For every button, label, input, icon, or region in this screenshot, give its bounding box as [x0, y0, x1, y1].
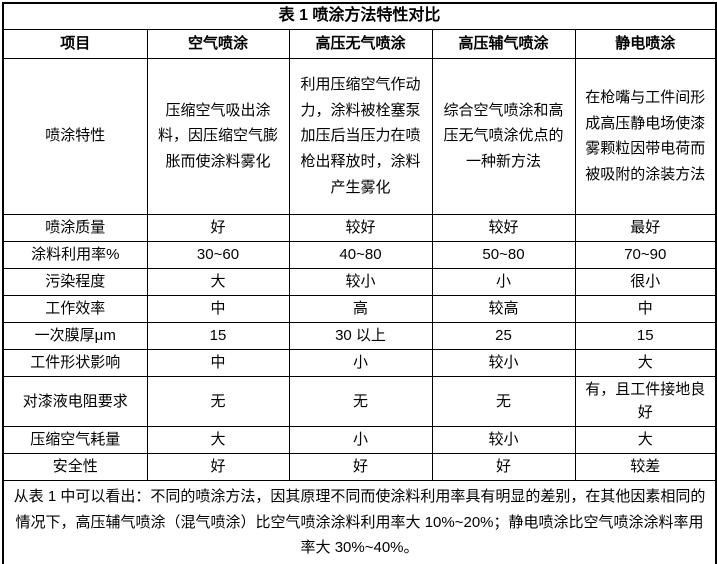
table-cell: 40~80	[288, 240, 433, 269]
table-cell: 在枪嘴与工件间形成高压静电场使漆雾颗粒因带电荷而被吸附的涂装方法	[574, 57, 717, 215]
table-cell: 好	[288, 452, 433, 481]
table-cell: 中	[146, 348, 290, 377]
table-row: 工作效率中高较高中	[2, 294, 717, 323]
table-cell: 大	[146, 425, 290, 454]
table-cell: 综合空气喷涂和高压无气喷涂优点的一种新方法	[431, 57, 576, 215]
row-label: 安全性	[2, 452, 148, 481]
table-cell: 小	[288, 425, 433, 454]
table-cell: 中	[146, 294, 290, 323]
table-footer-row: 从表 1 中可以看出：不同的喷涂方法，因其原理不同而使涂料利用率具有明显的差别，…	[2, 479, 717, 564]
table-cell: 小	[288, 348, 433, 377]
table-row: 安全性好好好较差	[2, 452, 717, 481]
row-label: 喷涂质量	[2, 213, 148, 242]
table-cell: 好	[146, 452, 290, 481]
table-row: 压缩空气耗量大小较小大	[2, 425, 717, 454]
table-cell: 很小	[574, 267, 717, 296]
table-cell: 15	[146, 321, 290, 350]
table-cell: 小	[431, 267, 576, 296]
table-cell: 较高	[431, 294, 576, 323]
table-cell: 无	[431, 375, 576, 427]
table-title: 表 1 喷涂方法特性对比	[2, 2, 717, 30]
table-cell: 较好	[288, 213, 433, 242]
row-label: 对漆液电阻要求	[2, 375, 148, 427]
table-cell: 大	[146, 267, 290, 296]
table-cell: 大	[574, 425, 717, 454]
table-cell: 利用压缩空气作动力，涂料被栓塞泵加压后当压力在喷枪出释放时，涂料产生雾化	[288, 57, 433, 215]
table-cell: 中	[574, 294, 717, 323]
table-row: 对漆液电阻要求无无无有，且工件接地良好	[2, 375, 717, 427]
column-header-air-assisted-spray: 高压辅气喷涂	[431, 28, 576, 59]
column-header-item: 项目	[2, 28, 148, 59]
table-cell: 70~90	[574, 240, 717, 269]
table-cell: 最好	[574, 213, 717, 242]
table-cell: 较好	[431, 213, 576, 242]
table-footer-note: 从表 1 中可以看出：不同的喷涂方法，因其原理不同而使涂料利用率具有明显的差别，…	[2, 479, 717, 564]
table-row: 喷涂质量好较好 较好 最好	[2, 213, 717, 242]
row-label: 工件形状影响	[2, 348, 148, 377]
table-row: 涂料利用率% 30~60 40~80 50~80 70~90	[2, 240, 717, 269]
table-cell: 有，且工件接地良好	[574, 375, 717, 427]
table-cell: 较小	[288, 267, 433, 296]
table-cell: 较小	[431, 425, 576, 454]
table-cell: 好	[431, 452, 576, 481]
column-header-air-spray: 空气喷涂	[146, 28, 290, 59]
table-cell: 高	[288, 294, 433, 323]
row-label: 喷涂特性	[2, 57, 148, 215]
row-label: 涂料利用率%	[2, 240, 148, 269]
row-label: 污染程度	[2, 267, 148, 296]
table-row: 喷涂特性 压缩空气吸出涂料，因压缩空气膨胀而使涂料雾化 利用压缩空气作动力，涂料被栓…	[2, 57, 717, 215]
table-cell: 50~80	[431, 240, 576, 269]
table-cell: 好	[146, 213, 290, 242]
table-header-row: 项目 空气喷涂 高压无气喷涂 高压辅气喷涂 静电喷涂	[2, 28, 717, 59]
table-cell: 无	[288, 375, 433, 427]
table-cell: 压缩空气吸出涂料，因压缩空气膨胀而使涂料雾化	[146, 57, 290, 215]
table-cell: 无	[146, 375, 290, 427]
table-row: 一次膜厚μm 15 30 以上 25 15	[2, 321, 717, 350]
table-cell: 30~60	[146, 240, 290, 269]
row-label: 压缩空气耗量	[2, 425, 148, 454]
table-cell: 15	[574, 321, 717, 350]
table-cell: 30 以上	[288, 321, 433, 350]
row-label: 一次膜厚μm	[2, 321, 148, 350]
table-row: 污染程度大较小小很小	[2, 267, 717, 296]
table-row: 工件形状影响中小较小大	[2, 348, 717, 377]
table-cell: 较小	[431, 348, 576, 377]
table-cell: 大	[574, 348, 717, 377]
table-body: 喷涂特性 压缩空气吸出涂料，因压缩空气膨胀而使涂料雾化 利用压缩空气作动力，涂料被栓…	[2, 57, 717, 481]
row-label: 工作效率	[2, 294, 148, 323]
table-cell: 较差	[574, 452, 717, 481]
table-title-row: 表 1 喷涂方法特性对比	[2, 2, 717, 30]
table-cell: 25	[431, 321, 576, 350]
column-header-airless-spray: 高压无气喷涂	[288, 28, 433, 59]
column-header-electrostatic-spray: 静电喷涂	[574, 28, 717, 59]
